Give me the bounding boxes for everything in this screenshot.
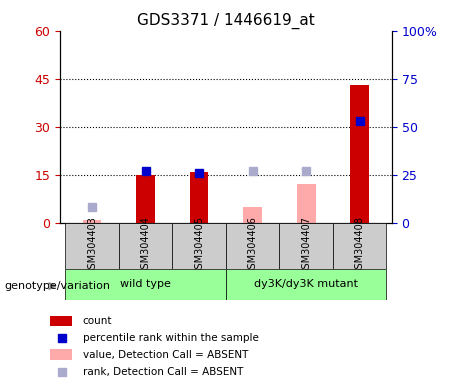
FancyBboxPatch shape	[172, 223, 226, 269]
FancyBboxPatch shape	[65, 223, 119, 269]
Bar	[83, 220, 101, 223]
FancyBboxPatch shape	[50, 349, 72, 360]
Bar	[297, 184, 316, 223]
Text: GSM304403: GSM304403	[87, 216, 97, 275]
FancyBboxPatch shape	[226, 269, 386, 300]
Title: GDS3371 / 1446619_at: GDS3371 / 1446619_at	[137, 13, 315, 29]
Text: value, Detection Call = ABSENT: value, Detection Call = ABSENT	[83, 350, 248, 360]
Text: GSM304406: GSM304406	[248, 216, 258, 275]
FancyBboxPatch shape	[279, 223, 333, 269]
Text: dy3K/dy3K mutant: dy3K/dy3K mutant	[254, 279, 358, 289]
FancyBboxPatch shape	[226, 223, 279, 269]
Text: GSM304408: GSM304408	[355, 216, 365, 275]
FancyBboxPatch shape	[65, 269, 226, 300]
Text: GSM304405: GSM304405	[194, 216, 204, 275]
Text: count: count	[83, 316, 112, 326]
FancyBboxPatch shape	[50, 316, 72, 326]
Text: GSM304404: GSM304404	[141, 216, 151, 275]
Bar	[243, 207, 262, 223]
Text: rank, Detection Call = ABSENT: rank, Detection Call = ABSENT	[83, 367, 243, 377]
Text: wild type: wild type	[120, 279, 171, 289]
Text: genotype/variation: genotype/variation	[5, 281, 111, 291]
Bar	[350, 85, 369, 223]
Bar	[136, 175, 155, 223]
Text: GSM304407: GSM304407	[301, 216, 311, 275]
FancyBboxPatch shape	[119, 223, 172, 269]
Bar	[190, 172, 208, 223]
FancyBboxPatch shape	[333, 223, 386, 269]
Text: percentile rank within the sample: percentile rank within the sample	[83, 333, 259, 343]
